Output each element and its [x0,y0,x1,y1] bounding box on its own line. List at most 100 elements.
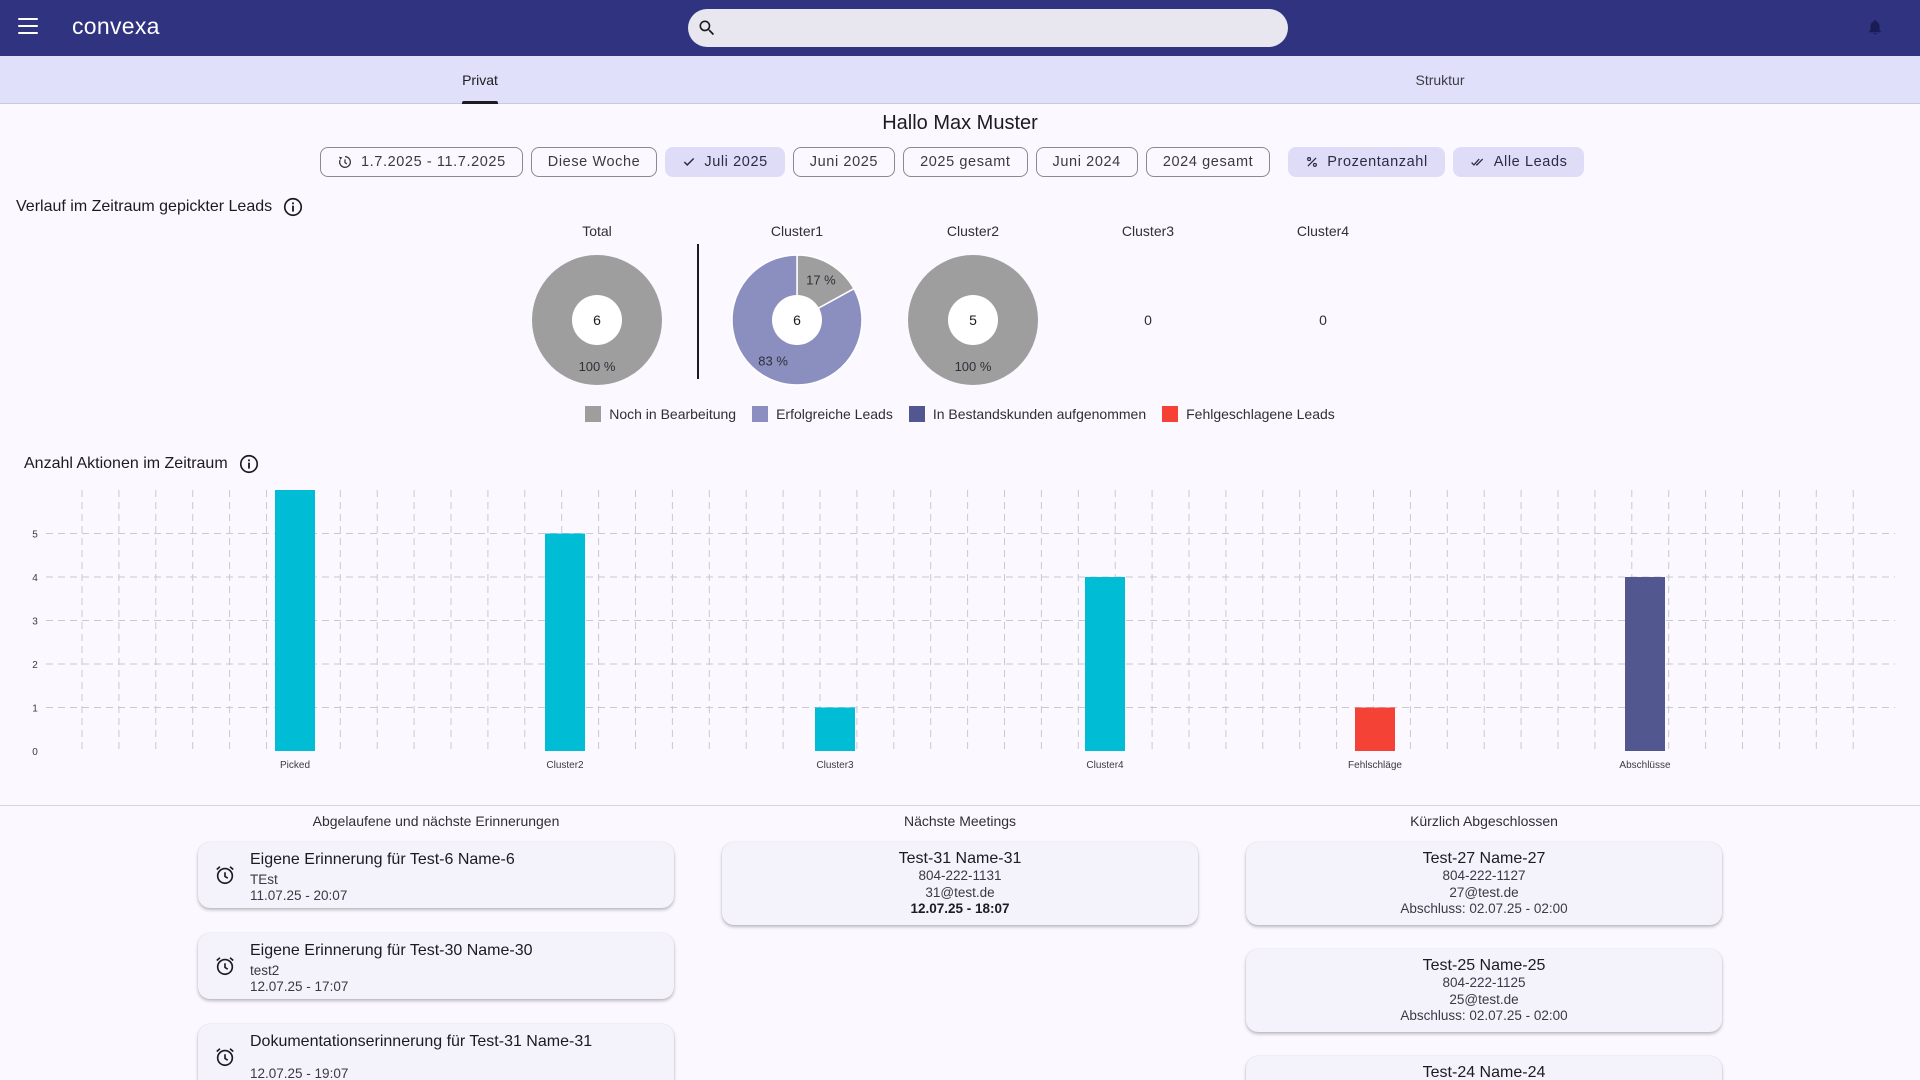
reminder-title: Dokumentationserinnerung für Test-31 Nam… [250,1033,593,1050]
tab-struktur[interactable]: Struktur [1415,72,1465,88]
legend-swatch [752,406,769,422]
pie-label-total: Total [582,223,612,239]
x-tick-label: Fehlschläge [1348,760,1402,771]
pie-center [948,295,998,345]
greeting-title: Hallo Max Muster [882,112,1038,134]
date-range-chip[interactable]: 1.7.2025 - 11.7.2025 [320,146,523,177]
bar-picked[interactable] [275,490,315,751]
closed-name: Test-24 Name-24 [1422,1064,1546,1080]
legend-label: Noch in Bearbeitung [609,406,737,422]
reminder-note: test2 [250,963,280,978]
menu-icon[interactable] [18,18,38,34]
closed-name: Test-27 Name-27 [1422,850,1546,867]
legend-label: Erfolgreiche Leads [776,406,893,422]
filter-diese-woche-label: Diese Woche [547,153,641,170]
bar-fehlschläge[interactable] [1355,707,1395,752]
reminder-title: Eigene Erinnerung für Test-30 Name-30 [250,942,533,959]
filter-diese-woche[interactable]: Diese Woche [530,146,658,177]
filter-chips: 1.7.2025 - 11.7.2025 Diese Woche Juli 20… [320,146,1592,177]
search-input[interactable] [688,9,1288,47]
info-icon[interactable] [282,196,304,218]
reminder-title: Eigene Erinnerung für Test-6 Name-6 [250,851,515,868]
y-tick-label: 3 [32,617,38,628]
meeting-time: 12.07.25 - 18:07 [910,901,1010,916]
actions-section-header: Anzahl Aktionen im Zeitraum [24,453,260,475]
cluster3-zero-value: 0 [1144,312,1152,328]
bell-icon[interactable] [1866,17,1884,37]
pie-label-cluster3: Cluster3 [1121,223,1175,239]
pie-slice-label: 17 % [806,273,836,288]
pie-center-value: 5 [969,312,977,328]
filter-2025-gesamt[interactable]: 2025 gesamt [903,146,1028,177]
leads-section-title: Verlauf im Zeitraum gepickter Leads [16,198,273,215]
filter-juli-2025-label: Juli 2025 [704,153,768,170]
closed-phone: 804-222-1127 [1442,868,1526,883]
y-tick-label: 2 [32,660,38,671]
y-tick-label: 0 [32,747,38,758]
reminder-time: 11.07.25 - 20:07 [250,888,348,903]
closed-card[interactable]: Test-27 Name-27 804-222-1127 27@test.de … [1246,842,1722,925]
section-divider [0,805,1920,806]
bar-cluster4[interactable] [1085,577,1125,751]
tab-privat[interactable]: Privat [440,56,520,104]
reminder-time: 12.07.25 - 19:07 [250,1066,349,1080]
legend-noch-in-bearbeitung[interactable]: Noch in Bearbeitung [585,406,736,422]
filter-juli-2025[interactable]: Juli 2025 [665,146,785,177]
toggle-alle-leads[interactable]: Alle Leads [1452,146,1585,177]
date-range-icon [337,154,353,170]
pie-divider [697,244,699,379]
x-tick-label: Picked [280,760,310,771]
filter-2024-gesamt[interactable]: 2024 gesamt [1145,146,1271,177]
closed-title: Kürzlich Abgeschlossen [1410,813,1558,829]
closed-date: Abschluss: 02.07.25 - 02:00 [1400,1008,1568,1023]
y-tick-label: 1 [32,704,38,715]
filter-juni-2024[interactable]: Juni 2024 [1035,146,1138,177]
brand-logo: convexa [72,13,160,39]
check-icon [682,155,696,169]
pie-slice-label: 83 % [758,353,788,368]
pie-legend: Noch in Bearbeitung Erfolgreiche Leads I… [0,406,1920,422]
pie-label-cluster2: Cluster2 [946,223,1000,239]
reminder-card[interactable]: Eigene Erinnerung für Test-6 Name-6 TEst… [198,842,674,908]
pie-center [772,295,822,345]
closed-card[interactable]: Test-25 Name-25 804-222-1125 25@test.de … [1246,949,1722,1032]
filter-juni-2025[interactable]: Juni 2025 [792,146,896,177]
x-tick-label: Abschlüsse [1619,760,1671,771]
reminder-card[interactable]: Dokumentationserinnerung für Test-31 Nam… [198,1024,674,1080]
pie-slice-erfolgreich[interactable] [731,254,863,386]
x-tick-label: Cluster3 [816,760,854,771]
reminder-card[interactable]: Eigene Erinnerung für Test-30 Name-30 te… [198,933,674,999]
x-tick-label: Cluster4 [1086,760,1124,771]
alarm-clock-icon [216,1048,234,1067]
bar-abschlüsse[interactable] [1625,577,1665,751]
meetings-title: Nächste Meetings [903,813,1017,829]
closed-phone: 804-222-1125 [1442,975,1526,990]
legend-label: In Bestandskunden aufgenommen [932,406,1147,422]
top-app-bar: convexa [0,0,1920,56]
toggle-prozentanzahl[interactable]: Prozentanzahl [1288,146,1445,177]
bar-cluster2[interactable] [545,533,585,752]
pie-label-cluster4: Cluster4 [1296,223,1350,239]
legend-bestandskunden[interactable]: In Bestandskunden aufgenommen [908,406,1147,422]
date-range-label: 1.7.2025 - 11.7.2025 [361,153,506,170]
filter-juni-2025-label: Juni 2025 [809,153,879,170]
cluster4-zero-value: 0 [1319,312,1327,328]
legend-erfolgreiche-leads[interactable]: Erfolgreiche Leads [752,406,893,422]
y-tick-label: 4 [32,573,38,584]
pie-center-value: 6 [593,312,601,328]
search-icon [699,20,715,36]
closed-card[interactable]: Test-24 Name-24 [1246,1056,1722,1080]
closed-date: Abschluss: 02.07.25 - 02:00 [1400,901,1568,916]
tab-bar: Privat Struktur [0,56,1920,104]
bar-cluster3[interactable] [815,707,855,752]
legend-swatch [1162,406,1179,422]
meeting-phone: 804-222-1131 [918,868,1002,883]
pie-slice-label: 100 % [955,359,992,374]
legend-fehlgeschlagene-leads[interactable]: Fehlgeschlagene Leads [1162,406,1335,422]
info-icon[interactable] [238,453,260,475]
legend-label: Fehlgeschlagene Leads [1186,406,1335,422]
closed-email: 25@test.de [1449,991,1519,1007]
pie-label-cluster1: Cluster1 [770,223,824,239]
meeting-card[interactable]: Test-31 Name-31 804-222-1131 31@test.de … [722,842,1198,925]
pie-chart-cluster2: 100 % 5 [908,255,1038,385]
